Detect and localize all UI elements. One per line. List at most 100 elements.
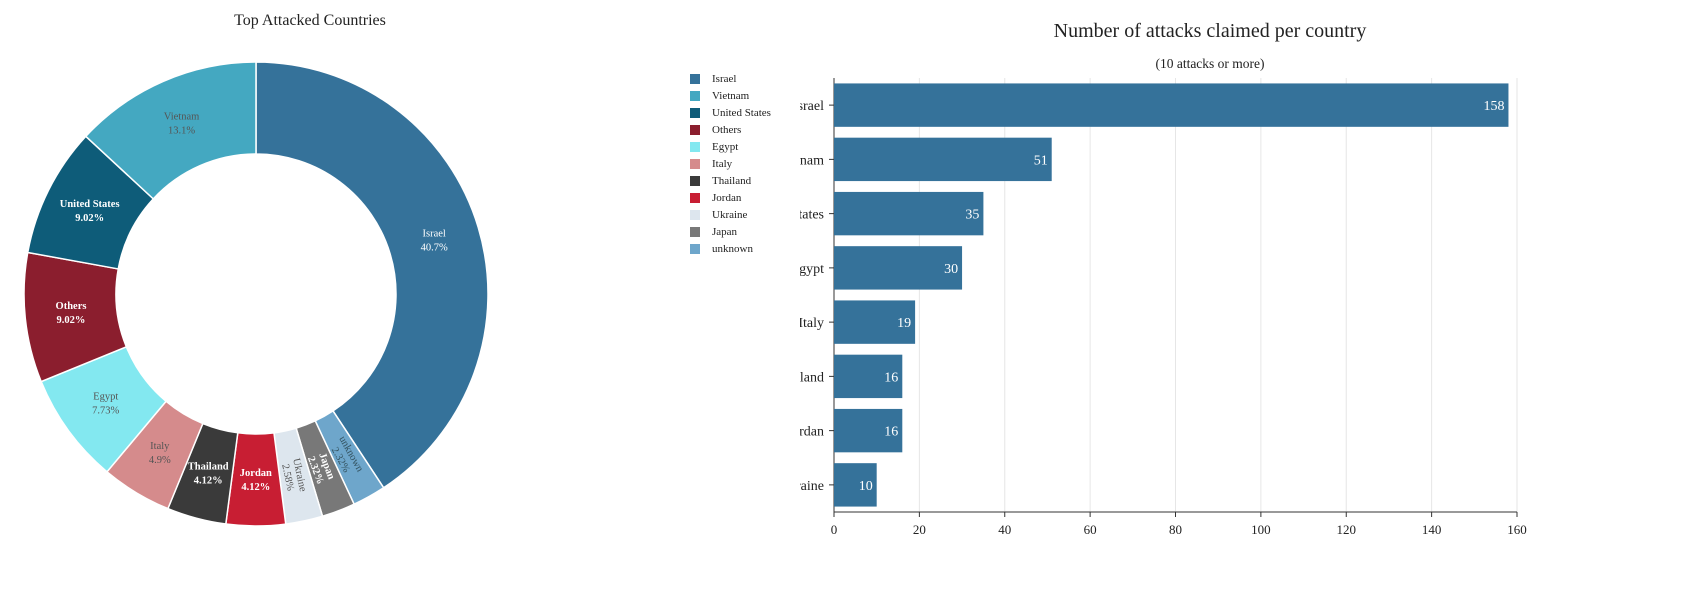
bar-value-label: 19: [897, 316, 911, 331]
donut-slice-name: Italy: [150, 441, 170, 452]
y-category-label: Ukraine: [800, 479, 824, 494]
legend-swatch: [690, 226, 700, 237]
legend-item-others[interactable]: Others: [690, 121, 830, 138]
bar-value-label: 51: [1034, 153, 1048, 168]
x-tick-label: 100: [1251, 522, 1271, 537]
x-tick-label: 40: [998, 522, 1011, 537]
legend-label: United States: [712, 106, 771, 119]
donut-slice-name: Israel: [423, 229, 446, 240]
y-category-label: Italy: [800, 316, 824, 331]
bar-value-label: 16: [884, 425, 898, 440]
y-category-label: Israel: [800, 99, 824, 114]
y-category-label: Vietnam: [800, 153, 824, 168]
bar-chart-subtitle: (10 attacks or more): [1155, 56, 1265, 71]
x-tick-label: 0: [831, 522, 838, 537]
donut-slice-percent: 9.02%: [75, 213, 104, 224]
legend-label: Jordan: [712, 191, 742, 204]
donut-chart-title: Top Attacked Countries: [234, 12, 386, 29]
donut-slice-name: Vietnam: [164, 112, 200, 123]
y-category-label: Egypt: [800, 262, 824, 277]
legend-item-jordan[interactable]: Jordan: [690, 189, 830, 206]
legend-label: unknown: [712, 242, 753, 255]
donut-slice-israel: [255, 61, 489, 489]
y-category-label: Thailand: [800, 370, 824, 385]
legend-item-vietnam[interactable]: Vietnam: [690, 87, 830, 104]
bar-italy: [834, 300, 916, 344]
legend-swatch: [690, 175, 700, 186]
legend-item-israel[interactable]: Israel: [690, 70, 830, 87]
bar-chart-title: Number of attacks claimed per country: [1053, 20, 1367, 42]
bar-united-states: [834, 191, 984, 236]
donut-slice-label: Italy 4.9%: [149, 441, 171, 466]
legend-label: Vietnam: [712, 89, 750, 102]
legend-item-japan[interactable]: Japan: [690, 223, 830, 240]
donut-slice-label: Others 9.02%: [56, 301, 87, 326]
donut-slice-percent: 13.1%: [168, 126, 195, 137]
legend-item-italy[interactable]: Italy: [690, 155, 830, 172]
bar-vietnam: [834, 137, 1052, 182]
legend-swatch: [690, 209, 700, 220]
legend-label: Thailand: [712, 174, 752, 187]
bar-ukraine: [834, 463, 877, 507]
bar-jordan: [834, 408, 903, 453]
legend-item-unknown[interactable]: unknown: [690, 240, 830, 257]
donut-slice-name: Jordan: [240, 468, 272, 479]
bar-value-label: 30: [944, 262, 958, 277]
x-tick-label: 120: [1337, 522, 1357, 537]
x-tick-label: 140: [1422, 522, 1442, 537]
legend-label: Others: [712, 123, 742, 136]
legend-label: Egypt: [712, 140, 739, 153]
legend-swatch: [690, 73, 700, 84]
donut-slice-name: Thailand: [188, 462, 229, 473]
donut-slice-vietnam: [84, 61, 257, 200]
donut-slice-label: Egypt 7.73%: [92, 392, 119, 417]
legend-label: Italy: [712, 157, 733, 170]
donut-slice-percent: 9.02%: [57, 315, 86, 326]
bar-value-label: 16: [884, 370, 898, 385]
bar-chart-panel: Number of attacks claimed per country (1…: [749, 0, 1700, 587]
donut-slice-label: Jordan 4.12%: [240, 468, 272, 493]
legend-label: Israel: [712, 72, 737, 85]
x-tick-label: 80: [1169, 522, 1182, 537]
bar-chart: 0 20 40 60 80 100 120 140 160 158 Israel 51 Vietnam 3…: [749, 78, 1527, 537]
legend-swatch: [690, 124, 700, 135]
x-tick-label: 60: [1084, 522, 1097, 537]
donut-slice-name: Egypt: [93, 392, 118, 403]
legend-swatch: [690, 107, 700, 118]
bar-israel: [834, 83, 1509, 127]
legend-swatch: [690, 158, 700, 169]
donut-slice-percent: 4.12%: [194, 476, 223, 487]
x-tick-label: 20: [913, 522, 926, 537]
legend-item-thailand[interactable]: Thailand: [690, 172, 830, 189]
legend-swatch: [690, 192, 700, 203]
donut-slice-name: United States: [60, 199, 120, 210]
legend-swatch: [690, 90, 700, 101]
bar-value-label: 158: [1483, 99, 1504, 114]
legend-label: Japan: [712, 225, 738, 238]
donut-slice-name: Others: [56, 301, 87, 312]
bar-value-label: 35: [965, 208, 979, 223]
legend-swatch: [690, 141, 700, 152]
bar-thailand: [834, 354, 903, 399]
legend-item-united-states[interactable]: United States: [690, 104, 830, 121]
donut-slice-label: Thailand 4.12%: [188, 462, 229, 487]
donut-slice-label: Israel 40.7%: [421, 229, 448, 254]
y-category-label: United States: [800, 208, 824, 223]
donut-slice-percent: 4.9%: [149, 455, 171, 466]
legend-item-egypt[interactable]: Egypt: [690, 138, 830, 155]
donut-slice-percent: 7.73%: [92, 406, 119, 417]
bar-value-label: 10: [859, 479, 873, 494]
legend-label: Ukraine: [712, 208, 748, 221]
y-category-label: Jordan: [800, 425, 824, 440]
donut-slice-percent: 4.12%: [241, 482, 270, 493]
donut-slice-percent: 40.7%: [421, 243, 448, 254]
donut-slice-label: United States 9.02%: [60, 199, 120, 224]
donut-legend: Israel Vietnam United States Others Egypt Ita…: [690, 70, 830, 270]
bar-egypt: [834, 246, 963, 290]
donut-chart: Israel40.7%unknown2.32%Japan2.32%Ukraine…: [23, 61, 489, 527]
legend-item-ukraine[interactable]: Ukraine: [690, 206, 830, 223]
donut-chart-panel: Top Attacked Countries Israel 40.7% unknow…: [0, 0, 640, 587]
x-tick-label: 160: [1507, 522, 1527, 537]
legend-swatch: [690, 243, 700, 254]
donut-slice-label: Vietnam 13.1%: [164, 112, 200, 137]
